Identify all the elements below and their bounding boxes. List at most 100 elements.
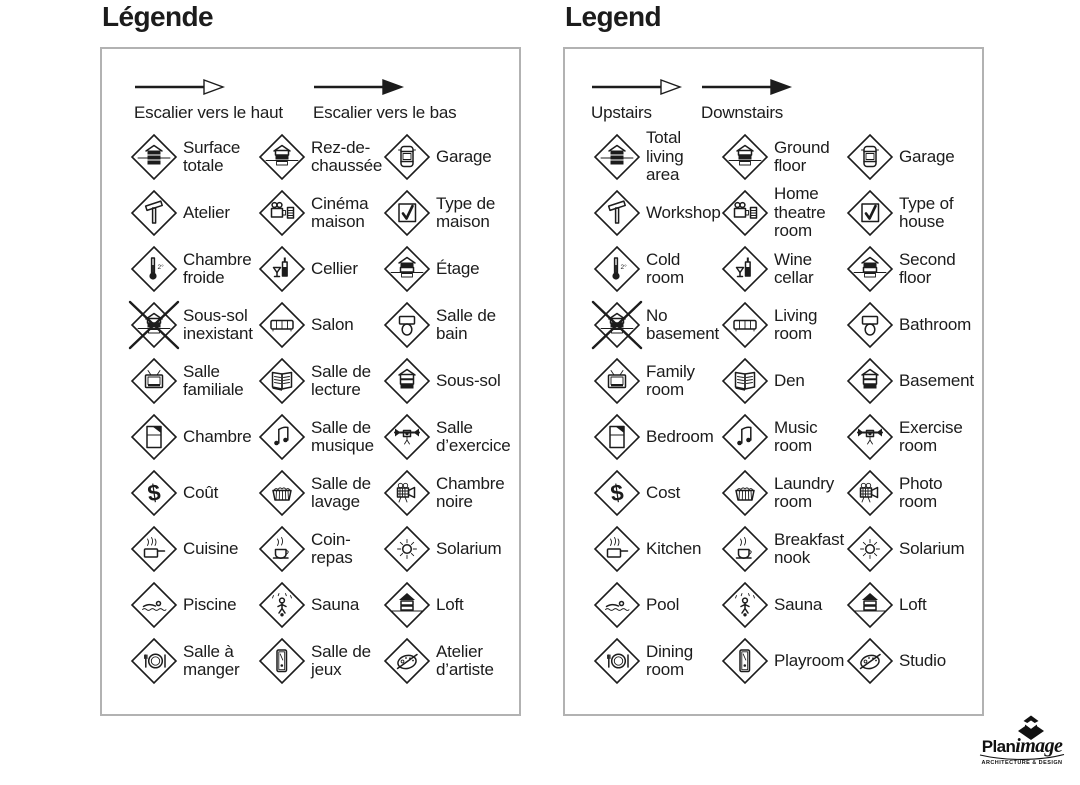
- legend-item: Atelier d’artiste: [383, 633, 523, 689]
- hammer-icon: [593, 189, 641, 237]
- legend-item: Sauna: [721, 577, 846, 633]
- legend-item-label: Rez-de-chaussée: [311, 137, 383, 175]
- legend-item: Cellier: [258, 241, 383, 297]
- floors-all-icon: [130, 133, 178, 181]
- legend-item: Studio: [846, 633, 986, 689]
- svg-text:$: $: [609, 479, 625, 507]
- pool-table-icon: [721, 637, 769, 685]
- legend-item-label: Basement: [899, 370, 974, 390]
- plate-cutlery-icon: [593, 637, 641, 685]
- planimage-logo-icon: [1018, 715, 1044, 740]
- tv-icon: [593, 357, 641, 405]
- legend-item: $ Coût: [130, 465, 258, 521]
- legend-item: Salle à manger: [130, 633, 258, 689]
- legend-item-label: Cold room: [646, 249, 684, 287]
- stairs-down-arrow-group: Escalier vers le bas: [313, 78, 457, 123]
- legend-item-label: Cellier: [311, 258, 358, 278]
- thermometer-icon: 2°: [130, 245, 178, 293]
- legend-item: Salon: [258, 297, 383, 353]
- legend-item: Loft: [846, 577, 986, 633]
- legend-item: Pool: [593, 577, 721, 633]
- legend-item-label: Laundry room: [774, 473, 835, 511]
- legend-item-label: Chambre froide: [183, 249, 252, 287]
- legend-item: Salle de lecture: [258, 353, 383, 409]
- legend-item-label: Breakfast nook: [774, 529, 845, 567]
- legend-item: Playroom: [721, 633, 846, 689]
- planimage-logo: Planimage ARCHITECTURE & DESIGN: [972, 714, 1072, 766]
- legend-symbol-grid: Total living area Ground floor Garage Works…: [591, 129, 986, 689]
- dollar-icon: $: [130, 469, 178, 517]
- legend-item-label: Home theatre room: [774, 184, 826, 241]
- barbell-icon: [383, 413, 431, 461]
- house-check-icon: [383, 189, 431, 237]
- legend-item: Breakfast nook: [721, 521, 846, 577]
- stairs-down-arrow-icon: [701, 78, 793, 100]
- legend-item-label: Chambre noire: [436, 473, 505, 511]
- legend-item: Coin-repas: [258, 521, 383, 577]
- loft-roof-icon: [383, 581, 431, 629]
- book-icon: [258, 357, 306, 405]
- wine-icon: [258, 245, 306, 293]
- no-basement-icon: [591, 300, 643, 350]
- barbell-icon: [846, 413, 894, 461]
- legend-item: Salle de musique: [258, 409, 383, 465]
- legend-item: Workshop: [593, 185, 721, 241]
- swimmer-icon: [130, 581, 178, 629]
- legend-item-label: Sous-sol: [436, 370, 501, 390]
- floors-top-icon: [383, 245, 431, 293]
- stairs-up-arrow-label: Upstairs: [591, 103, 652, 122]
- french-legend-title: Légende: [102, 1, 214, 32]
- legend-item-label: Salle familiale: [183, 361, 244, 399]
- legend-item: Cinéma maison: [258, 185, 383, 241]
- legend-item: $ Cost: [593, 465, 721, 521]
- legend-item-label: Kitchen: [646, 538, 702, 558]
- floors-ground-icon: [258, 133, 306, 181]
- floors-bottom-icon: [383, 357, 431, 405]
- legend-item-label: Garage: [899, 146, 955, 166]
- garage-car-icon: [846, 133, 894, 181]
- swimmer-icon: [593, 581, 641, 629]
- legend-item: Chambre: [130, 409, 258, 465]
- legend-item: Piscine: [130, 577, 258, 633]
- pool-table-icon: [258, 637, 306, 685]
- legend-item: Type of house: [846, 185, 986, 241]
- legend-item-label: Salle à manger: [183, 641, 240, 679]
- stairs-up-arrow-label: Escalier vers le haut: [134, 103, 283, 122]
- bed-icon: [593, 413, 641, 461]
- legend-item-label: Loft: [899, 594, 927, 614]
- legend-item-label: Étage: [436, 258, 480, 278]
- legend-item: Total living area: [593, 129, 721, 185]
- palette-icon: [383, 637, 431, 685]
- laundry-basket-icon: [721, 469, 769, 517]
- stairs-down-arrow-group: Downstairs: [701, 78, 793, 123]
- music-notes-icon: [721, 413, 769, 461]
- legend-item-label: Bathroom: [899, 314, 972, 334]
- legend-item-label: Salle d’exercice: [436, 417, 511, 455]
- legend-item: Salle de jeux: [258, 633, 383, 689]
- legend-item-label: Pool: [646, 594, 680, 614]
- legend-item: Surface totale: [130, 129, 258, 185]
- loft-roof-icon: [846, 581, 894, 629]
- legend-item: Garage: [846, 129, 986, 185]
- cooking-pot-icon: [130, 525, 178, 573]
- sun-icon: [846, 525, 894, 573]
- legend-item: Garage: [383, 129, 523, 185]
- legend-item-label: Studio: [899, 650, 947, 670]
- stairs-up-arrow-group: Escalier vers le haut: [134, 78, 283, 123]
- floors-all-icon: [593, 133, 641, 181]
- coffee-cup-icon: [721, 525, 769, 573]
- legend-item: Solarium: [846, 521, 986, 577]
- legend-item-label: Salle de lavage: [311, 473, 371, 511]
- legend-item: Bedroom: [593, 409, 721, 465]
- sofa-icon: [721, 301, 769, 349]
- legend-item-label: Music room: [774, 417, 818, 455]
- legend-item: Photo room: [846, 465, 986, 521]
- legend-item: Ground floor: [721, 129, 846, 185]
- legend-item-label: Cinéma maison: [311, 193, 369, 231]
- legend-item-label: Chambre: [183, 426, 252, 446]
- camera-icon: [846, 469, 894, 517]
- legend-item-label: Coût: [183, 482, 219, 502]
- music-notes-icon: [258, 413, 306, 461]
- legend-item-label: Playroom: [774, 650, 845, 670]
- stairs-down-arrow-label: Escalier vers le bas: [313, 103, 457, 122]
